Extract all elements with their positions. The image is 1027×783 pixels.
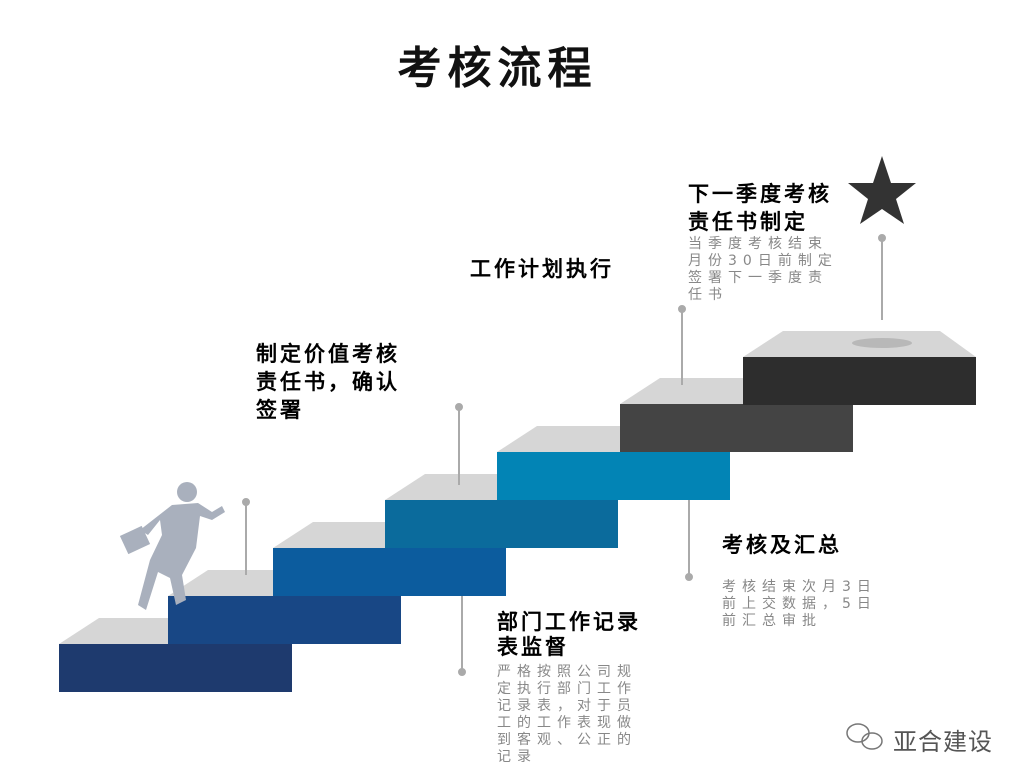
star-shadow bbox=[852, 338, 912, 348]
pointer-dot bbox=[678, 305, 686, 313]
step-4-description: 考核结束次月3日 前上交数据，5日 前汇总审批 bbox=[722, 579, 877, 630]
desc-line: 前上交数据，5日 bbox=[722, 596, 877, 612]
heading-line: 表监督 bbox=[497, 635, 569, 659]
desc-line: 签署下一季度责 bbox=[688, 270, 828, 286]
pointer-dot bbox=[455, 403, 463, 411]
pointer-lines bbox=[242, 234, 886, 676]
pointer-dot bbox=[458, 668, 466, 676]
desc-line: 任书 bbox=[688, 287, 728, 303]
desc-line: 当季度考核结束 bbox=[688, 236, 828, 252]
desc-line: 前汇总审批 bbox=[722, 613, 822, 629]
step-2-description: 严格按照公司规 定执行部门工作 记录表，对于员 工的工作表现做 到客观、公正的 … bbox=[497, 664, 637, 766]
desc-line: 定执行部门工作 bbox=[497, 681, 637, 697]
stair-front-4 bbox=[385, 500, 618, 548]
pointer-dot bbox=[685, 573, 693, 581]
runner-figure bbox=[119, 482, 225, 610]
stair-front-1 bbox=[59, 644, 292, 692]
heading-line: 考核及汇总 bbox=[722, 533, 842, 557]
page-title: 考核流程 bbox=[397, 43, 598, 94]
stair-front-5 bbox=[497, 452, 730, 500]
desc-line: 工的工作表现做 bbox=[497, 715, 637, 731]
watermark: 亚合建设 bbox=[893, 728, 993, 756]
heading-line: 部门工作记录 bbox=[497, 610, 641, 634]
desc-line: 月份30日前制定 bbox=[688, 253, 838, 269]
desc-line: 考核结束次月3日 bbox=[722, 579, 877, 595]
stair-front-3 bbox=[273, 548, 506, 596]
step-4-heading: 考核及汇总 bbox=[722, 531, 842, 559]
stair-front-2 bbox=[168, 596, 401, 644]
desc-line: 记录表，对于员 bbox=[497, 698, 637, 714]
step-1-heading: 制定价值考核 责任书，确认 签署 bbox=[256, 340, 400, 424]
desc-line: 记录 bbox=[497, 749, 537, 765]
heading-line: 工作计划执行 bbox=[470, 257, 614, 281]
step-3-heading: 工作计划执行 bbox=[470, 255, 614, 283]
desc-line: 严格按照公司规 bbox=[497, 664, 637, 680]
heading-line: 制定价值考核 bbox=[256, 342, 400, 366]
heading-line: 责任书，确认 bbox=[256, 370, 400, 394]
heading-line: 下一季度考核 bbox=[688, 182, 832, 206]
pointer-dot bbox=[878, 234, 886, 242]
step-2-heading: 部门工作记录 表监督 bbox=[497, 610, 641, 660]
heading-line: 签署 bbox=[256, 398, 304, 422]
desc-line: 到客观、公正的 bbox=[497, 732, 637, 748]
step-5-heading: 下一季度考核 责任书制定 bbox=[688, 180, 832, 236]
pointer-dot bbox=[242, 498, 250, 506]
stair-front-6 bbox=[620, 404, 853, 452]
stair-front-7 bbox=[743, 357, 976, 405]
star-icon bbox=[848, 156, 916, 224]
step-5-description: 当季度考核结束 月份30日前制定 签署下一季度责 任书 bbox=[688, 236, 838, 304]
heading-line: 责任书制定 bbox=[688, 210, 808, 234]
wechat-icon bbox=[846, 723, 883, 750]
